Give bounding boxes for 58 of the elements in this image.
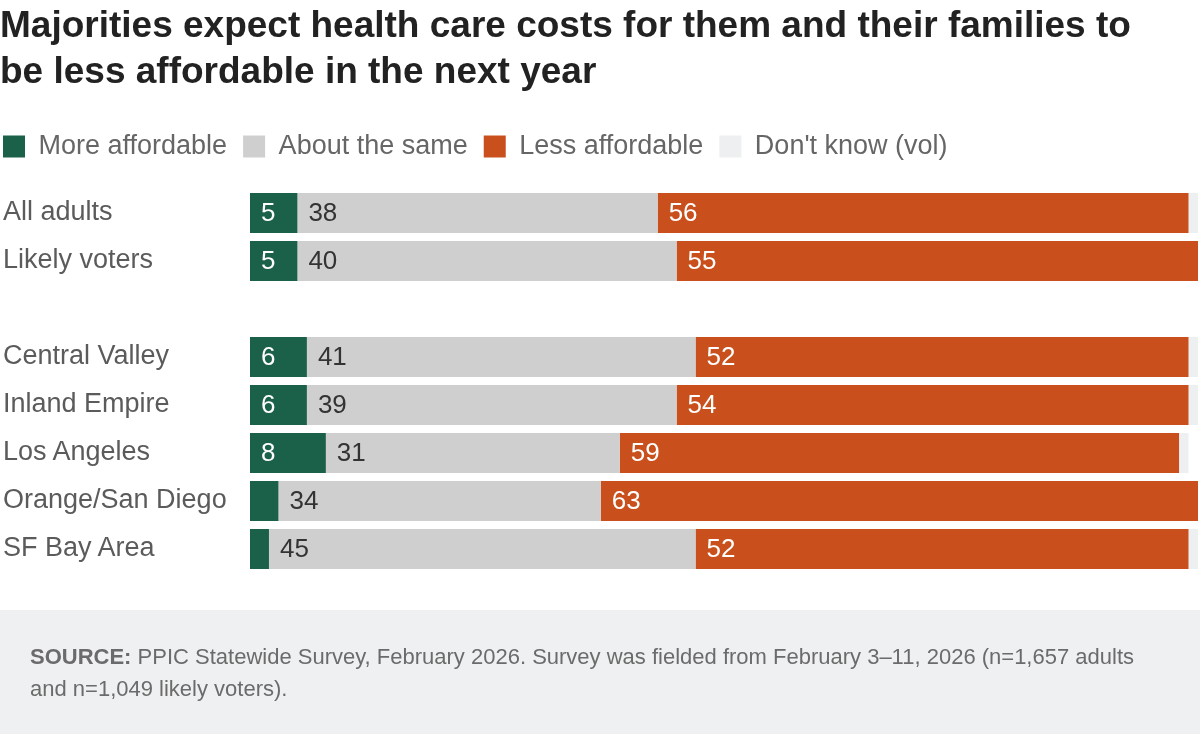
bar (1188, 385, 1198, 425)
y-tick-label: SF Bay Area (3, 532, 156, 563)
data-label: 5 (261, 245, 276, 276)
data-label: 63 (611, 485, 641, 516)
bar (676, 241, 1198, 281)
y-tick-label: All adults (3, 196, 113, 227)
data-label: 5 (261, 197, 276, 228)
bar (695, 337, 1189, 377)
bar (1188, 193, 1198, 233)
bar (278, 481, 601, 521)
bar (250, 481, 279, 521)
bar (676, 385, 1189, 425)
bar (619, 433, 1180, 473)
y-tick-label: Los Angeles (3, 436, 151, 467)
data-label: 54 (687, 389, 717, 420)
data-label: 52 (706, 341, 736, 372)
source-note: SOURCE: PPIC Statewide Survey, February 2026. Survey was fielded from February 3–11, 2026 (n=1,657 adults and n=1,049 likely voters). (30, 643, 1135, 703)
data-label: 6 (261, 389, 276, 420)
bar (297, 241, 677, 281)
data-label: 56 (668, 197, 698, 228)
bar (325, 433, 620, 473)
bar (268, 529, 696, 569)
data-label: 40 (308, 245, 338, 276)
y-tick-label: Central Valley (3, 340, 170, 371)
legend-label: Don't know (vol) (754, 129, 948, 160)
bar (1188, 529, 1198, 569)
data-label: 59 (630, 437, 660, 468)
bar (250, 433, 326, 473)
data-label: 52 (706, 533, 736, 564)
data-label: 31 (336, 437, 366, 468)
bar (695, 529, 1189, 569)
data-label: 55 (687, 245, 717, 276)
bar (250, 529, 269, 569)
legend-label: Less affordable (519, 129, 704, 160)
bar (600, 481, 1198, 521)
bar (657, 193, 1189, 233)
data-label: 45 (279, 533, 309, 564)
bar (250, 241, 298, 281)
data-label: 39 (317, 389, 347, 420)
data-label: 38 (308, 197, 338, 228)
bar (250, 337, 307, 377)
bar (306, 385, 677, 425)
y-tick-label: Orange/San Diego (3, 484, 227, 515)
chart-title: Majorities expect health care costs for them and their families to be less affordable in the next year (0, 3, 1132, 93)
legend-label: More affordable (38, 129, 228, 160)
bar (306, 337, 696, 377)
data-label: 34 (289, 485, 319, 516)
legend-label: About the same (278, 129, 468, 160)
bar (297, 193, 658, 233)
data-label: 41 (317, 341, 347, 372)
bar (250, 385, 307, 425)
data-label: 8 (261, 437, 276, 468)
bar (1179, 433, 1189, 473)
bar (1188, 337, 1198, 377)
bar (250, 193, 298, 233)
y-tick-label: Inland Empire (3, 388, 170, 419)
data-label: 6 (261, 341, 276, 372)
y-tick-label: Likely voters (3, 244, 154, 275)
